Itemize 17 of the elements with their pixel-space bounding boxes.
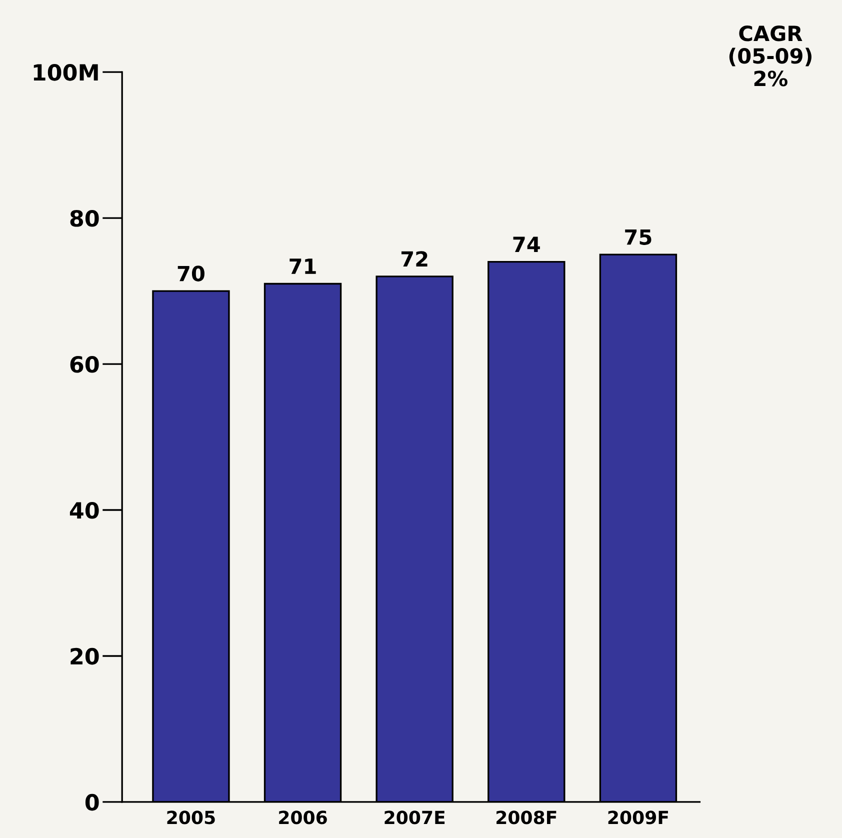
- data-label: 75: [625, 229, 652, 245]
- x-tick-label: 2005: [167, 810, 215, 824]
- y-tick-label: 60: [70, 356, 99, 373]
- x-tick-label: 2008F: [496, 810, 556, 824]
- text: CAGR (05-09) 2%: [729, 26, 812, 86]
- data-label: 72: [401, 251, 428, 267]
- y-tick-label: 0: [85, 794, 99, 811]
- data-label: 71: [290, 258, 316, 274]
- y-tick-label: 20: [70, 648, 99, 665]
- x-tick-label: 2007E: [384, 810, 445, 824]
- data-label: 70: [178, 266, 204, 282]
- x-tick-label: 2006: [279, 810, 327, 824]
- data-label: 74: [513, 236, 540, 252]
- y-tick-label: 100M: [34, 64, 98, 81]
- x-tick-label: 2009F: [608, 810, 668, 824]
- y-tick-label: 40: [70, 502, 99, 519]
- y-tick-label: 80: [70, 210, 99, 227]
